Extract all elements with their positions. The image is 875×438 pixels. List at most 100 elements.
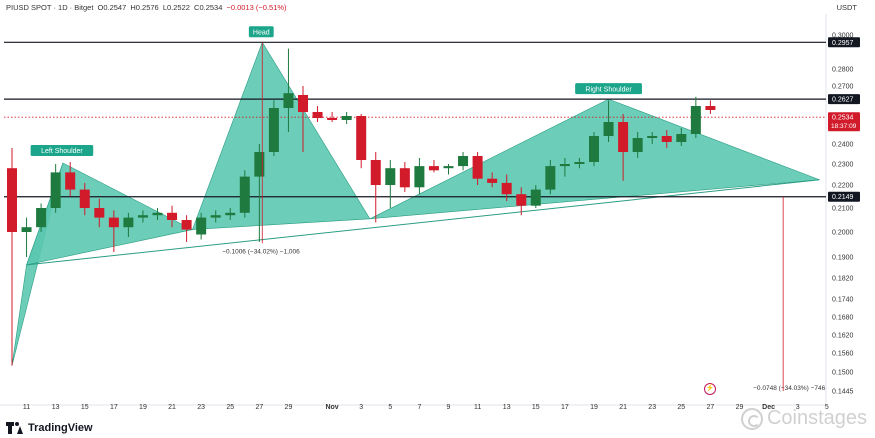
candle-body[interactable] [181,220,192,230]
watermark: Coinstages [740,407,867,430]
price-tick-label: 0.3000 [832,33,854,40]
exchange: Bitget [74,3,94,12]
candle-body[interactable] [676,134,687,142]
level-price-tag [828,94,860,105]
time-tick-label: Nov [325,404,338,411]
candle-body[interactable] [7,168,17,232]
price-tick-label: 0.1560 [832,351,854,358]
price-tick-label: 0.2400 [832,142,854,149]
level-price-tag [828,191,860,202]
price-axis[interactable]: 0.3000 0.2800 0.2700 0.2400 0.2300 0.2200 0.21… [828,33,860,396]
price-tick-label: 0.2100 [832,206,854,213]
candle-body[interactable] [341,116,352,120]
candle-body[interactable] [239,176,250,213]
candle-body[interactable] [516,194,527,206]
level-price-tag [828,37,860,48]
tradingview-logo-icon [6,422,24,434]
flash-icon[interactable]: ⚡ [704,383,716,395]
candle-body[interactable] [632,138,643,152]
time-tick-label: 11 [23,404,30,411]
time-tick-label: 9 [447,404,451,411]
candle-body[interactable] [108,217,119,228]
time-tick-label: 25 [226,404,234,411]
candle-body[interactable] [298,95,308,112]
pattern-layer [11,41,820,366]
price-tick-label: 0.2700 [832,84,854,91]
candle-body[interactable] [487,178,498,183]
candle-body[interactable] [385,168,396,185]
pattern-labels: Left Shoulder Head Right Shoulder [30,26,642,156]
price-tick-label: 0.1900 [832,255,854,262]
candle-body[interactable] [50,172,61,208]
price-tick-label: 0.2800 [832,67,854,74]
candle-body[interactable] [327,118,338,120]
candle-body[interactable] [399,168,410,188]
candle-body[interactable] [254,152,265,177]
time-tick-label: 3 [796,404,800,411]
time-tick-label: 3 [359,404,363,411]
ohlc-high: H0.2576 [130,3,159,12]
candle-body[interactable] [312,112,323,118]
candle-body[interactable] [443,166,454,169]
level-price-tag-label: 0.2627 [832,97,854,104]
price-tick-label: 0.2000 [832,230,854,237]
candle-body[interactable] [370,160,381,185]
candle-body[interactable] [661,136,672,142]
level-price-tag-label: 0.2957 [832,40,854,47]
time-axis[interactable]: 11 13 15 17 19 21 23 25 27 29 Nov 3 5 7 9 11 13 15 17 19 21 2… [23,404,829,411]
current-price-tag-label: 0.2534 [832,115,854,122]
candle-body[interactable] [414,166,425,188]
candle-body[interactable] [283,93,294,108]
time-tick-label: 19 [590,404,598,411]
candle-body[interactable] [458,156,469,167]
interval[interactable]: 1D [58,3,68,12]
candle-body[interactable] [705,106,716,110]
candle-body[interactable] [268,108,279,152]
time-tick-label: 27 [255,404,263,411]
candle-body[interactable] [647,136,658,138]
candle-body[interactable] [428,166,439,171]
tradingview-logo[interactable]: TradingView [6,422,93,434]
time-tick-label: 17 [110,404,118,411]
currency-label: USDT [836,3,857,12]
candle-body[interactable] [210,215,221,218]
left-shoulder-label-text: Left Shoulder [41,148,83,155]
candle-body[interactable] [559,164,570,167]
candle-body[interactable] [94,208,105,218]
time-tick-label: 17 [561,404,569,411]
time-tick-label: 21 [168,404,176,411]
candle-body[interactable] [618,122,629,152]
candle-body[interactable] [167,212,178,220]
candle-body[interactable] [530,189,541,206]
candle-body[interactable] [574,162,585,164]
candle-body[interactable] [356,116,367,160]
candle-body[interactable] [152,212,163,216]
price-tick-label: 0.2200 [832,183,854,190]
candle-body[interactable] [603,122,614,136]
candle-body[interactable] [36,208,47,228]
time-tick-label: 19 [139,404,147,411]
candle-body[interactable] [79,189,90,208]
candle-body[interactable] [21,227,32,232]
candle-body[interactable] [589,136,599,162]
candle-body[interactable] [690,106,701,134]
time-tick-label: 21 [619,404,627,411]
candle-layer[interactable] [7,48,716,366]
candle-body[interactable] [545,166,556,190]
candle-body[interactable] [65,172,76,190]
candle-body[interactable] [123,217,134,228]
grid-layer [0,14,827,406]
symbol-header[interactable]: PIUSD SPOT · 1D · Bitget O0.2547 H0.2576 L… [6,3,287,12]
candle-body[interactable] [472,156,483,179]
candle-body[interactable] [196,217,207,235]
left-shoulder-label [30,145,94,156]
watermark-logo-icon [740,407,763,430]
candle-body[interactable] [501,182,512,195]
symbol-name[interactable]: PIUSD SPOT [6,3,52,12]
time-tick-label: 29 [285,404,293,411]
candle-body[interactable] [137,215,148,218]
candle-body[interactable] [225,212,236,216]
price-tick-label: 0.2300 [832,162,854,169]
price-tick-label: 0.1820 [832,276,854,283]
